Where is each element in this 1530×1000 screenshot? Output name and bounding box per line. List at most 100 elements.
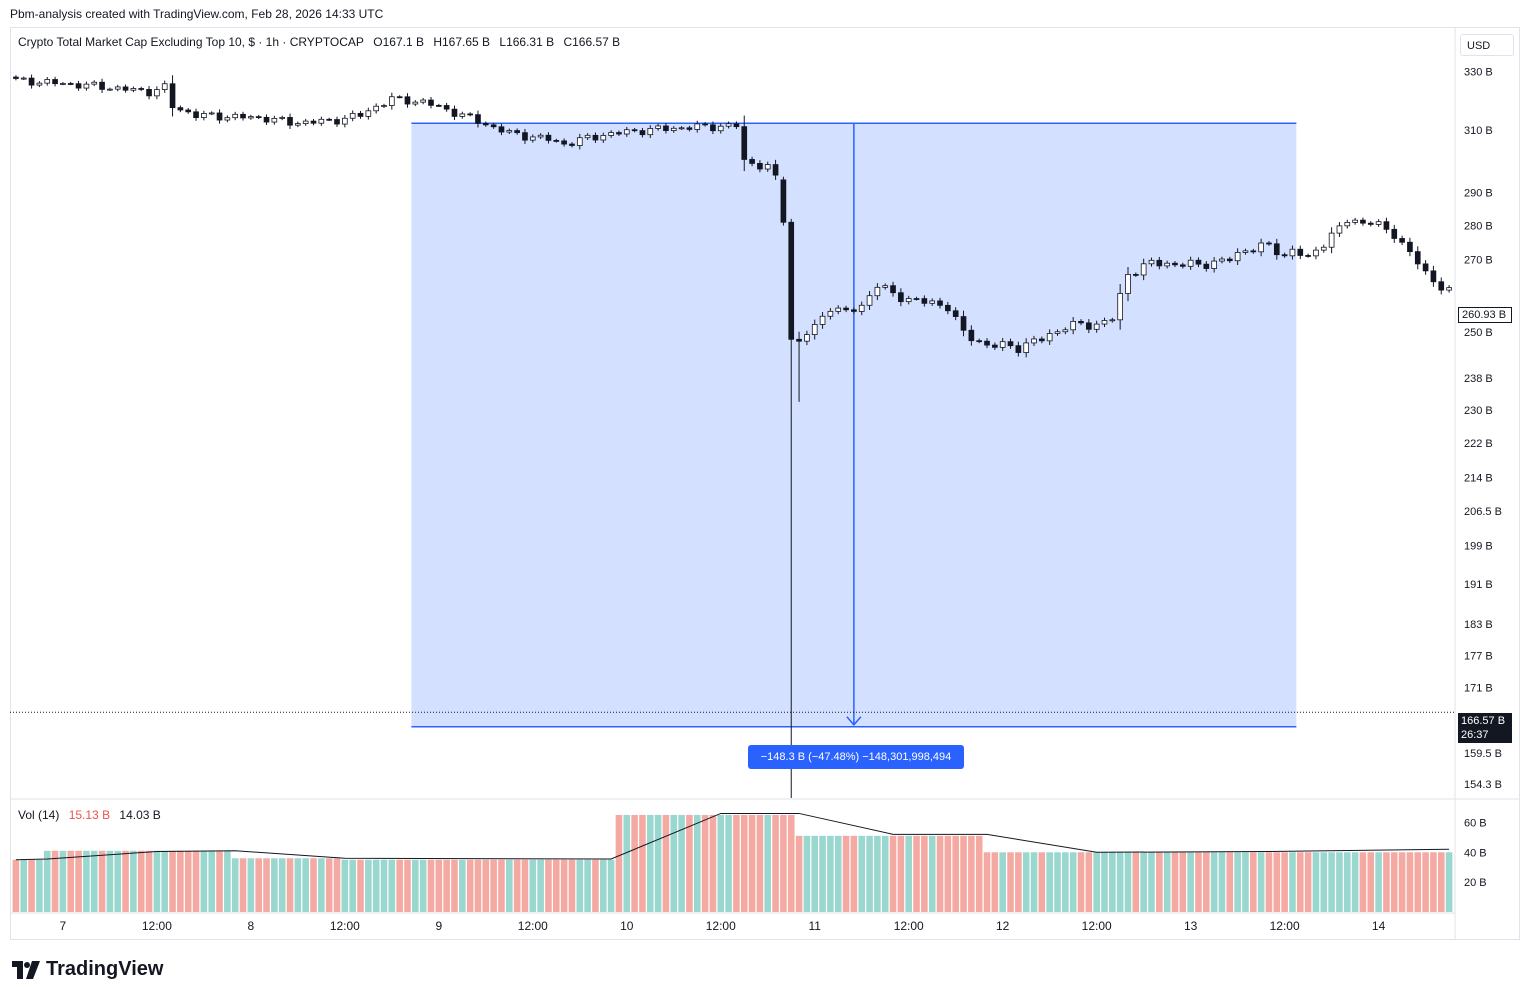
volume-bar: [1367, 852, 1375, 912]
candle-body: [1156, 259, 1163, 267]
time-tick-label: 11: [808, 919, 821, 933]
volume-bar: [545, 859, 552, 912]
candle-body: [1375, 221, 1382, 225]
candle-body: [1046, 333, 1053, 342]
time-tick-label: 9: [435, 919, 442, 933]
attribution-text: Pbm-analysis created with TradingView.co…: [10, 7, 384, 21]
tradingview-logo[interactable]: TradingView: [12, 958, 163, 981]
volume-bar: [811, 835, 819, 912]
volume-bar: [388, 859, 396, 912]
volume-bar: [1030, 852, 1038, 912]
volume-bar: [302, 858, 309, 912]
volume-bar: [834, 835, 842, 912]
volume-bar: [850, 835, 858, 912]
volume-bar: [216, 850, 223, 912]
volume-bar: [1336, 852, 1343, 912]
candle-body: [1367, 222, 1374, 225]
candle-body: [858, 304, 865, 312]
price-tick-label: 191 B: [1464, 579, 1493, 591]
candle-body: [1125, 274, 1131, 294]
volume-bar: [294, 858, 302, 912]
candle-body: [1258, 242, 1264, 253]
volume-bar: [231, 858, 239, 912]
volume-bar: [756, 814, 764, 912]
currency-button[interactable]: USD: [1460, 34, 1514, 56]
measure-result-label[interactable]: −148.3 B (−47.48%) −148,301,998,494: [748, 745, 964, 769]
candle-body: [1086, 322, 1092, 330]
volume-bar: [200, 850, 208, 912]
candle-body: [561, 140, 567, 145]
price-tick-label: 222 B: [1464, 438, 1493, 450]
volume-bar: [678, 814, 685, 912]
volume-bar: [639, 814, 646, 912]
candle-body: [44, 79, 51, 84]
volume-bar: [208, 850, 215, 912]
candle-body: [1352, 219, 1358, 223]
volume-bar: [1101, 852, 1108, 912]
candle-body: [968, 329, 975, 342]
volume-bar: [725, 814, 732, 912]
candle-body: [890, 285, 896, 294]
volume-bar: [764, 814, 772, 912]
candle-body: [529, 136, 536, 141]
candle-body: [710, 124, 716, 132]
volume-legend[interactable]: Vol (14) 15.13 B 14.03 B: [18, 808, 161, 822]
price-tick-label: 214 B: [1464, 472, 1493, 484]
volume-bar: [529, 859, 537, 912]
volume-bar: [748, 814, 756, 912]
volume-bar: [709, 814, 717, 912]
candle-body: [1281, 254, 1288, 257]
candle-body: [537, 134, 544, 138]
volume-bar: [1437, 852, 1445, 912]
volume-bar: [1406, 852, 1414, 912]
volume-bar: [615, 814, 623, 912]
volume-bar: [161, 850, 169, 912]
volume-bar: [874, 835, 881, 912]
candle-body: [60, 83, 66, 85]
candle-body: [240, 113, 246, 119]
time-tick-label: 12:00: [1082, 919, 1112, 933]
symbol-title[interactable]: Crypto Total Market Cap Excluding Top 10…: [18, 35, 364, 49]
candle-body: [764, 164, 771, 170]
volume-bar: [145, 850, 153, 912]
candle-body: [412, 101, 419, 105]
volume-bar: [98, 850, 106, 912]
volume-bar: [1226, 852, 1234, 912]
volume-bar: [513, 859, 521, 912]
candle-body: [522, 132, 528, 141]
time-tick-label: 12:00: [1270, 919, 1300, 933]
volume-bar: [130, 850, 137, 912]
volume-bar: [592, 859, 599, 912]
candle-body: [1195, 259, 1202, 265]
candle-body: [1187, 259, 1194, 267]
volume-bar: [1430, 852, 1437, 912]
candle-body: [349, 112, 356, 119]
candle-body: [655, 125, 661, 129]
candle-body: [694, 123, 701, 130]
candle-body: [1093, 323, 1100, 330]
candle-body: [357, 112, 364, 117]
volume-bar: [1195, 852, 1202, 912]
volume-bar: [654, 814, 662, 912]
candle-body: [976, 340, 983, 343]
volume-bar: [623, 814, 631, 912]
volume-bar: [521, 859, 529, 912]
volume-bar: [51, 850, 59, 912]
candle-body: [1407, 241, 1413, 253]
volume-bar: [43, 850, 51, 912]
volume-bar: [1312, 852, 1320, 912]
candle-body: [788, 221, 795, 340]
candle-body: [1203, 263, 1210, 269]
candle-body: [874, 286, 881, 297]
candle-body: [592, 134, 599, 141]
candle-body: [279, 117, 286, 119]
candle-body: [365, 110, 372, 117]
candle-body: [1070, 320, 1076, 331]
price-tick-label: 177 B: [1464, 650, 1493, 662]
candle-body: [326, 118, 333, 121]
time-tick-label: 13: [1184, 919, 1198, 933]
candle-body: [185, 109, 192, 113]
candle-body: [1320, 246, 1327, 251]
candle-body: [396, 96, 403, 99]
